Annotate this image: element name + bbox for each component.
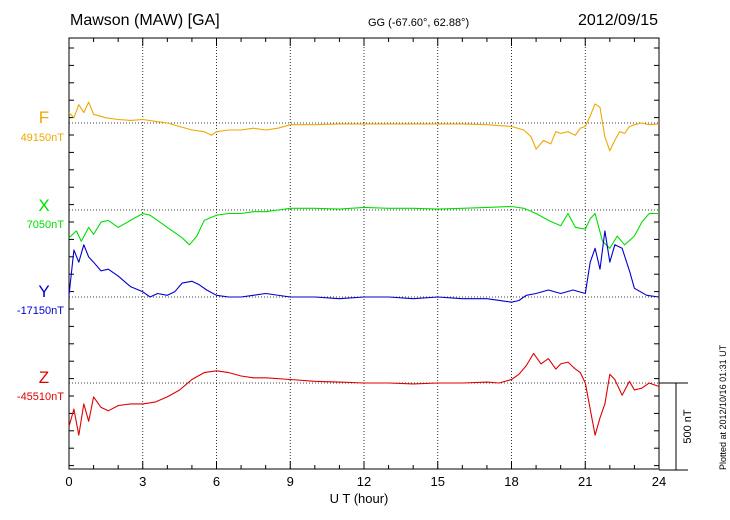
x-tick-label: 15 — [431, 474, 445, 489]
x-tick-label: 12 — [357, 474, 371, 489]
x-tick-label: 24 — [652, 474, 666, 489]
x-tick-label: 6 — [213, 474, 220, 489]
scale-bar-label: 500 nT — [682, 409, 694, 444]
x-tick-label: 3 — [139, 474, 146, 489]
baseline-value-z: -45510nT — [17, 391, 64, 403]
series-line-y — [68, 230, 660, 303]
series-label-f: F — [39, 108, 49, 127]
x-tick-label: 0 — [65, 474, 72, 489]
series-line-z — [68, 352, 660, 436]
plotted-timestamp: Plotted at 2012/10/16 01:31 UT — [718, 344, 728, 470]
x-tick-label: 21 — [578, 474, 592, 489]
series-label-x: X — [38, 196, 49, 215]
chart-date: 2012/09/15 — [578, 12, 659, 29]
baseline-value-y: -17150nT — [17, 305, 64, 317]
station-coordinates: GG (-67.60°, 62.88°) — [368, 17, 470, 29]
station-title: Mawson (MAW) [GA] — [70, 12, 220, 29]
x-axis-label: U T (hour) — [330, 491, 389, 506]
x-tick-label: 9 — [287, 474, 294, 489]
baseline-value-x: 7050nT — [27, 219, 65, 231]
baseline-value-f: 49150nT — [21, 132, 65, 144]
series-line-f — [68, 101, 660, 152]
series-label-z: Z — [39, 368, 49, 387]
series-line-x — [68, 205, 659, 249]
x-tick-label: 18 — [504, 474, 518, 489]
series-label-y: Y — [38, 282, 49, 301]
